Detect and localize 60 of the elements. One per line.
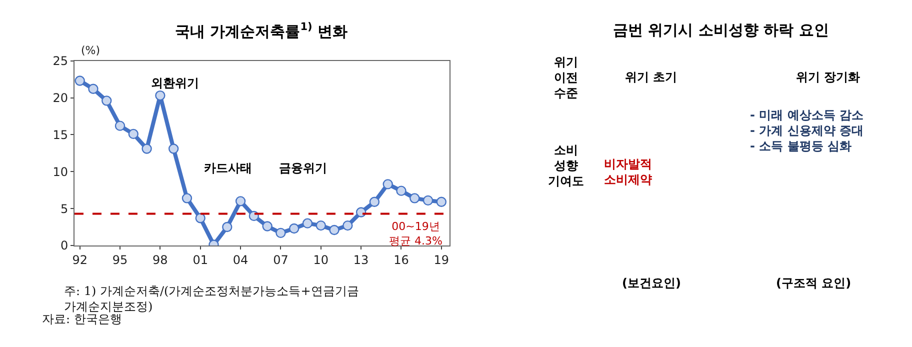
y-tick-label: 0 [60, 238, 68, 253]
point [276, 228, 286, 238]
point [155, 90, 166, 101]
y-tick-label: 25 [52, 54, 68, 68]
text: 자료: 한국은행 [42, 312, 122, 326]
text: 주: 1) 가계순저축/(가계순조정처분가능소득+연금기금 가계순지분조정) [64, 284, 359, 314]
x-tick-label: 95 [112, 252, 128, 267]
x-tick-label: 16 [394, 252, 409, 267]
point [74, 76, 85, 86]
point [302, 218, 313, 228]
y-tick-label: 20 [52, 90, 68, 105]
text: 위기 이전 수준 [554, 55, 578, 100]
point [102, 96, 112, 106]
text: 위기 장기화 [796, 70, 860, 84]
x-tick-label: 07 [273, 252, 288, 267]
annotation: 외환위기 [151, 76, 199, 90]
point [248, 210, 260, 222]
point [369, 196, 380, 208]
y-tick-label: 5 [60, 202, 68, 216]
annotation: 카드사태 [204, 161, 252, 175]
y-axis-title: (%) [81, 44, 100, 57]
y-tick-label: 15 [52, 128, 68, 142]
point [329, 224, 340, 236]
point [235, 196, 246, 206]
point [195, 213, 206, 224]
point [114, 120, 126, 131]
point [316, 220, 326, 231]
point [410, 193, 420, 204]
x-tick-label: 19 [434, 252, 450, 267]
x-tick-label: 98 [152, 252, 168, 267]
point [436, 196, 447, 208]
text: 금번 위기시 소비성향 하락 요인 [613, 21, 829, 39]
point [182, 193, 192, 204]
annotation: 금융위기 [279, 161, 327, 175]
point [342, 220, 353, 231]
point [289, 223, 300, 234]
point [222, 222, 232, 232]
y-tick-label: 10 [52, 164, 68, 179]
point [262, 221, 272, 232]
text: (구조적 요인) [776, 276, 852, 290]
point [396, 186, 406, 196]
point [88, 84, 98, 94]
point [168, 144, 179, 154]
point [356, 207, 366, 218]
point [422, 195, 434, 206]
text: (보건요인) [622, 276, 681, 290]
x-tick-label: 10 [313, 252, 329, 267]
x-tick-label: 92 [72, 252, 88, 267]
x-tick-label: 04 [232, 252, 248, 267]
point [142, 144, 152, 154]
point [382, 179, 393, 190]
text: 위기 초기 [625, 70, 678, 84]
text: 비자발적 소비제약 [604, 157, 652, 187]
x-tick-label: 13 [353, 252, 369, 267]
point [128, 128, 138, 140]
x-tick-label: 01 [192, 252, 208, 267]
text: 소비 성향 기여도 [548, 143, 584, 188]
ref-line-label: 00~19년 평균 4.3% [389, 220, 442, 248]
chart-title: 국내 가계순저축률$^{1)}$ 변화 [175, 21, 348, 40]
text: - 미래 예상소득 감소 - 가계 신용제약 증대 - 소득 불평등 심화 [750, 108, 864, 154]
